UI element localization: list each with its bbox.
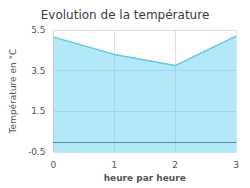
svg-text:1.5: 1.5	[31, 106, 45, 116]
svg-text:Température en °C: Température en °C	[8, 49, 18, 135]
svg-text:1: 1	[111, 160, 117, 170]
svg-text:5.5: 5.5	[31, 25, 45, 35]
svg-text:Evolution de la température: Evolution de la température	[41, 8, 210, 22]
svg-text:3.5: 3.5	[31, 66, 45, 76]
svg-text:-0.5: -0.5	[28, 147, 46, 157]
svg-text:3: 3	[233, 160, 239, 170]
svg-text:2: 2	[172, 160, 178, 170]
svg-text:0: 0	[51, 160, 57, 170]
svg-text:heure par heure: heure par heure	[104, 173, 186, 183]
